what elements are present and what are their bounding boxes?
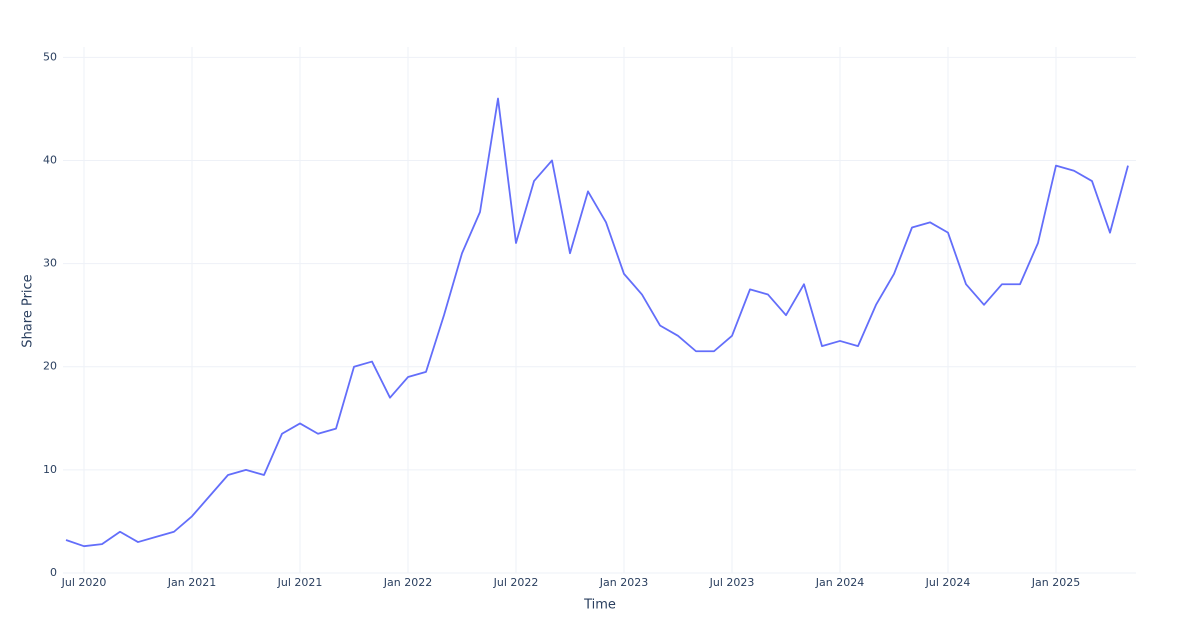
x-tick-label: Jan 2021 [167, 576, 216, 589]
y-tick-label: 50 [43, 50, 57, 63]
x-tick-label: Jan 2025 [1031, 576, 1080, 589]
x-tick-label: Jul 2020 [61, 576, 107, 589]
y-tick-label: 10 [43, 463, 57, 476]
x-tick-label: Jul 2021 [277, 576, 323, 589]
x-tick-label: Jan 2022 [383, 576, 432, 589]
y-axis-title: Share Price [21, 274, 36, 347]
x-tick-label: Jul 2022 [493, 576, 539, 589]
x-tick-label: Jul 2024 [925, 576, 971, 589]
line [65, 97, 1129, 548]
y-tick-label: 30 [43, 257, 57, 270]
y-tick-label: 0 [50, 566, 57, 579]
y-tick-label: 40 [43, 153, 57, 166]
y-tick-label: 20 [43, 360, 57, 373]
x-tick-label: Jul 2023 [709, 576, 755, 589]
x-tick-label: Jan 2023 [599, 576, 648, 589]
x-tick-label: Jan 2024 [815, 576, 864, 589]
x-axis-title: Time [583, 598, 616, 613]
